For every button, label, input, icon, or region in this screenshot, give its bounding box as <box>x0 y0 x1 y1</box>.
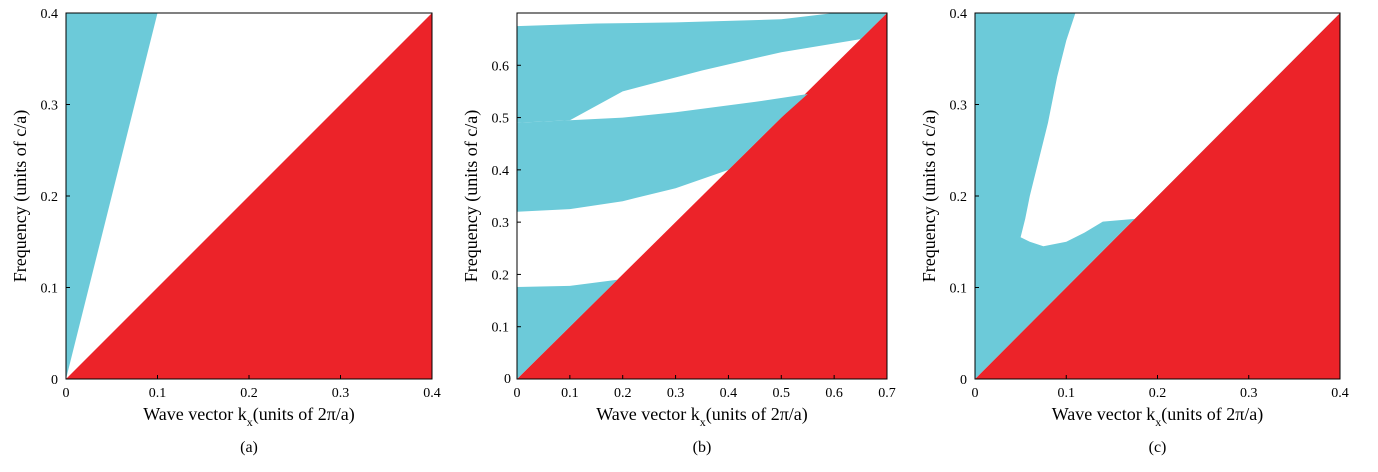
plot-frame <box>516 12 888 380</box>
panel-caption: (c) <box>1149 439 1167 456</box>
y-tick-label: 0.6 <box>492 59 510 74</box>
y-axis-label: Frequency (units of c/a) <box>10 110 31 282</box>
chart-panel-2: 0 0.1 0.2 0.3 0.4 0.5 0.6 0.7 0.1 0.2 0.3 0.4 0.5 0.6… <box>461 12 896 456</box>
x-tick-label: 0.5 <box>773 386 791 401</box>
y-tick-label: 0.1 <box>950 282 968 297</box>
region-band <box>66 13 158 379</box>
y-tick-label: 0 <box>51 373 58 388</box>
x-tick-label: 0.2 <box>240 386 258 401</box>
region-gap <box>1020 13 1340 247</box>
x-tick-label: 0.4 <box>1331 386 1349 401</box>
y-tick-label: 0.2 <box>492 268 510 283</box>
y-tick-label: 0.3 <box>492 216 510 231</box>
x-tick-label: 0.1 <box>149 386 167 401</box>
y-tick-label: 0 <box>504 372 511 387</box>
panel-caption: (a) <box>240 439 258 456</box>
x-tick-label: 0.1 <box>561 386 579 401</box>
x-tick-label: 0.6 <box>825 386 843 401</box>
x-tick-label: 0 <box>63 386 70 401</box>
regions-2 <box>517 13 887 379</box>
y-tick-label: 0.4 <box>41 7 59 22</box>
y-tick-label: 0.3 <box>950 99 968 114</box>
y-tick-label: 0.1 <box>41 282 59 297</box>
regions-1 <box>66 13 432 379</box>
x-tick-label: 0.4 <box>720 386 738 401</box>
region-band-1 <box>517 279 618 379</box>
x-tick-label: 0.3 <box>1240 386 1258 401</box>
y-tick-label: 0.3 <box>41 99 59 114</box>
y-tick-label: 0.4 <box>492 164 510 179</box>
x-tick-label: 0.3 <box>667 386 685 401</box>
x-tick-label: 0.1 <box>1058 386 1076 401</box>
x-tick-label: 0 <box>972 386 979 401</box>
chart-panel-1: 0 0.1 0.2 0.3 0.4 0 0.1 0.2 0.3 0.4 Wave vector kx… <box>10 7 441 456</box>
y-tick-label: 0.1 <box>492 321 510 336</box>
x-tick-label: 0.4 <box>423 386 441 401</box>
region-light-cone <box>66 13 432 379</box>
region-band-3 <box>517 13 887 123</box>
x-axis-label: Wave vector kx(units of 2π/a) <box>596 404 808 429</box>
x-tick-label: 0.7 <box>878 386 896 401</box>
panel-caption: (b) <box>693 439 712 456</box>
x-tick-label: 0 <box>514 386 521 401</box>
x-tick-label: 0.3 <box>332 386 350 401</box>
y-tick-label: 0 <box>960 373 967 388</box>
y-tick-label: 0.2 <box>41 190 59 205</box>
region-band-2 <box>517 94 808 212</box>
x-tick-label: 0.2 <box>1149 386 1167 401</box>
x-axis-label: Wave vector kx(units of 2π/a) <box>1052 404 1264 429</box>
y-tick-label: 0.4 <box>950 7 968 22</box>
regions-3 <box>975 13 1340 379</box>
x-tick-label: 0.2 <box>614 386 632 401</box>
y-tick-label: 0.2 <box>950 190 968 205</box>
y-tick-label: 0.5 <box>492 112 510 127</box>
y-axis-label: Frequency (units of c/a) <box>461 110 482 282</box>
x-axis-label: Wave vector kx(units of 2π/a) <box>143 404 355 429</box>
y-axis-label: Frequency (units of c/a) <box>919 110 940 282</box>
chart-panel-3: 0 0.1 0.2 0.3 0.4 0 0.1 0.2 0.3 0.4 Wave vector kx… <box>919 7 1349 456</box>
